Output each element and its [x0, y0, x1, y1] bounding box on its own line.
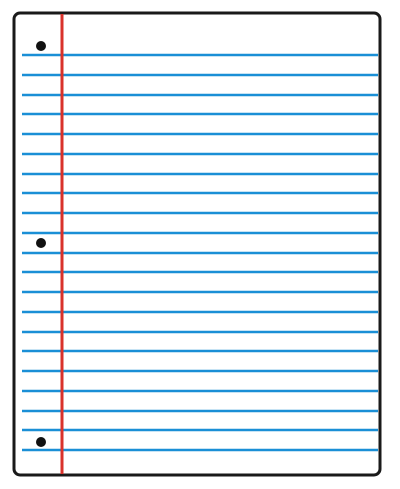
- binder-hole: [36, 41, 46, 51]
- ruled-lines: [22, 53, 378, 452]
- binder-hole: [36, 238, 46, 248]
- paper-sheet: [12, 11, 382, 477]
- binder-hole: [36, 437, 46, 447]
